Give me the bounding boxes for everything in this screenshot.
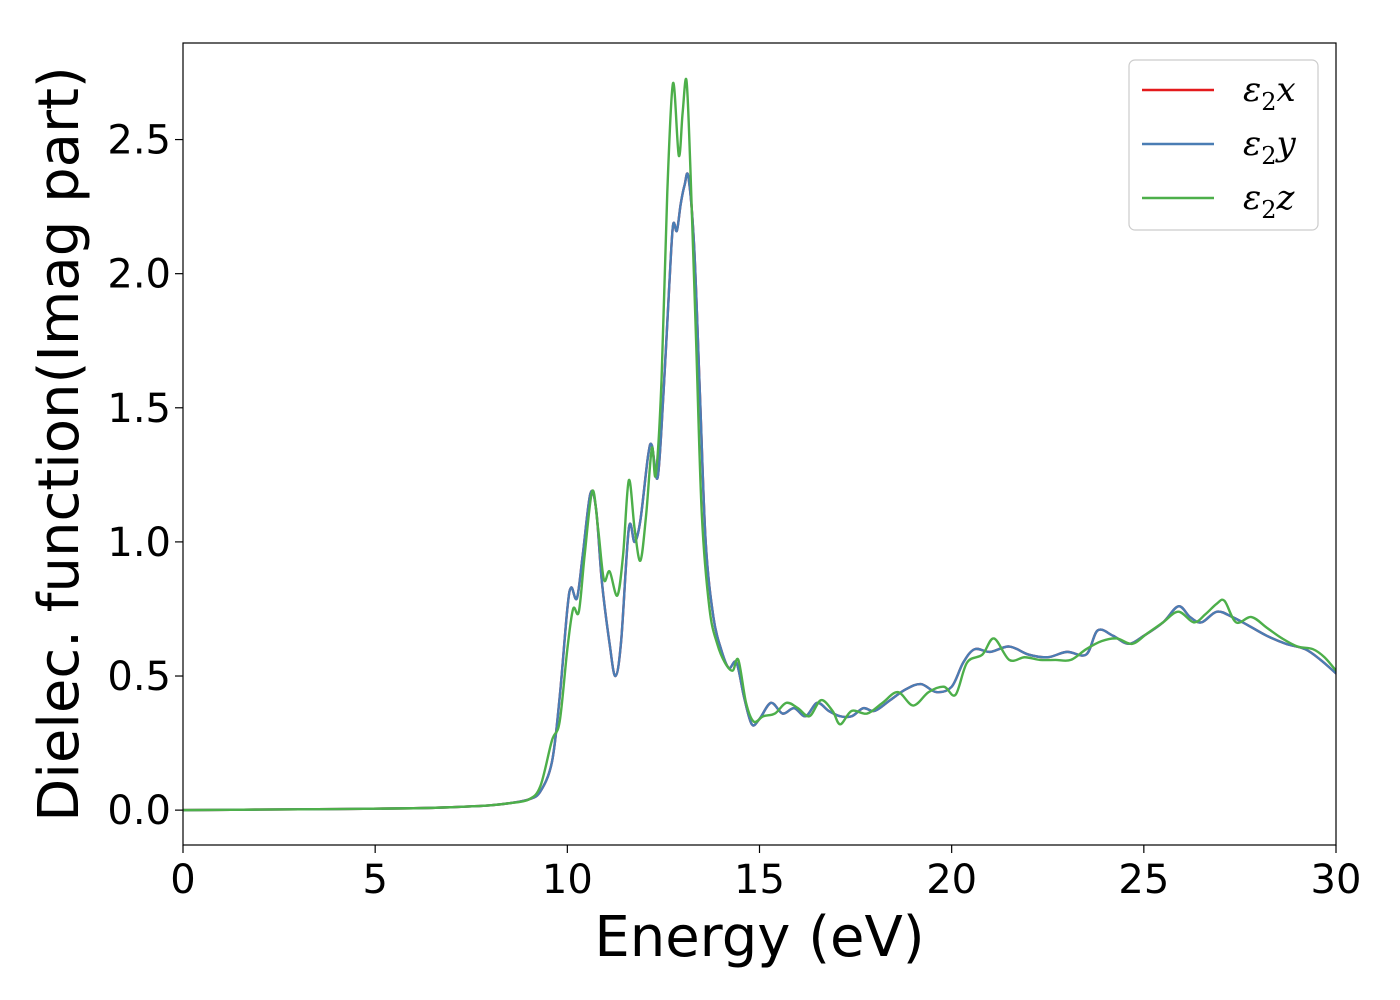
x-tick-label: 20 (926, 857, 977, 903)
y-tick-label: 1.0 (107, 520, 171, 566)
legend-label-y: ε2y (1243, 124, 1297, 170)
y-tick-label: 2.0 (107, 252, 171, 298)
series-layer (183, 77, 1336, 812)
x-tick-label: 0 (170, 857, 195, 903)
x-tick-label: 25 (1118, 857, 1169, 903)
y-tick-label: 1.5 (107, 386, 171, 432)
y-tick-label: 0.5 (107, 654, 171, 700)
y-tick-label: 0.0 (107, 788, 171, 834)
y-tick-label: 2.5 (107, 118, 171, 164)
series-line-y (183, 172, 1336, 812)
legend: ε2x ε2y ε2z (1128, 59, 1319, 231)
x-axis-title: Energy (eV) (594, 905, 924, 970)
legend-box (1128, 59, 1319, 231)
series-line-z (183, 77, 1336, 812)
x-tick-label: 10 (542, 857, 593, 903)
y-axis-title: Dielec. function(Imag part) (27, 66, 92, 822)
legend-label-x: ε2x (1243, 70, 1296, 116)
x-axis: 0 5 10 15 20 25 30 (170, 845, 1361, 903)
x-tick-label: 30 (1311, 857, 1362, 903)
x-tick-label: 15 (734, 857, 785, 903)
x-tick-label: 5 (362, 857, 387, 903)
legend-label-z: ε2z (1243, 178, 1296, 224)
y-axis: 0.0 0.5 1.0 1.5 2.0 2.5 (107, 118, 183, 834)
